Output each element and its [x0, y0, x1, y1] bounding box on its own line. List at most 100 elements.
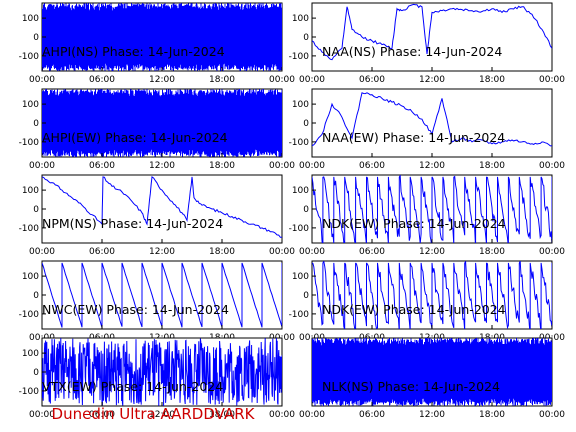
- y-tick-label: 0: [303, 33, 309, 43]
- y-tick-label: 0: [33, 205, 39, 215]
- y-tick-label: 0: [33, 368, 39, 378]
- x-tick-label: 06:00: [359, 410, 385, 420]
- y-tick-label: 100: [292, 100, 309, 110]
- panel-title: NLK(NS) Phase: 14-Jun-2024: [322, 379, 500, 394]
- x-tick-label: 00:00: [299, 161, 325, 171]
- phase-panel: 100 0 -100 00:00 06:00 12:00 18:00 00:00 AHPI(NS…: [19, 2, 295, 85]
- x-tick-label: 12:00: [149, 75, 175, 85]
- y-tick-label: -100: [19, 310, 40, 320]
- phase-panel: 100 0 -100 00:00 06:00 12:00 18:00 00:00 NAA(EW)…: [289, 88, 565, 171]
- x-tick-label: 00:00: [299, 410, 325, 420]
- y-tick-label: 100: [292, 186, 309, 196]
- y-tick-label: 0: [33, 291, 39, 301]
- x-tick-label: 00:00: [269, 161, 295, 171]
- panel-title: NPM(NS) Phase: 14-Jun-2024: [42, 216, 223, 231]
- y-tick-label: -100: [289, 138, 310, 148]
- panel-grid: 100 0 -100 00:00 06:00 12:00 18:00 00:00 AHPI(NS…: [19, 2, 565, 420]
- y-tick-label: 100: [22, 100, 39, 110]
- plot-frame: [311, 88, 553, 158]
- x-tick-label: 06:00: [89, 247, 115, 257]
- x-tick-label: 00:00: [539, 247, 565, 257]
- x-tick-label: 18:00: [209, 247, 235, 257]
- phase-trace: [312, 3, 552, 61]
- panel-title: NAA(EW) Phase: 14-Jun-2024: [322, 130, 505, 145]
- x-tick-label: 18:00: [209, 410, 235, 420]
- x-tick-label: 12:00: [149, 161, 175, 171]
- x-tick-label: 00:00: [269, 75, 295, 85]
- x-tick-label: 00:00: [269, 410, 295, 420]
- phase-trace: [42, 338, 282, 406]
- x-tick-label: 06:00: [359, 75, 385, 85]
- x-tick-label: 00:00: [29, 410, 55, 420]
- x-tick-label: 00:00: [539, 75, 565, 85]
- phase-panel: 00:00 06:00 12:00 18:00 00:00 NLK(NS) Phase: …: [299, 337, 565, 420]
- y-tick-label: -100: [289, 224, 310, 234]
- y-tick-label: -100: [19, 224, 40, 234]
- panel-title: NAA(NS) Phase: 14-Jun-2024: [322, 44, 502, 59]
- x-tick-label: 06:00: [89, 161, 115, 171]
- x-tick-label: 18:00: [479, 247, 505, 257]
- x-tick-label: 18:00: [479, 75, 505, 85]
- panel-title: AHPI(NS) Phase: 14-Jun-2024: [42, 44, 225, 59]
- phase-panel: 1000-10000:0006:0012:0018:0000:00NDK(EW)…: [289, 260, 565, 343]
- footer-label: Dunedin Ultra AARDDVARK: [52, 405, 256, 423]
- y-tick-label: -100: [289, 52, 310, 62]
- x-tick-label: 18:00: [479, 410, 505, 420]
- y-tick-label: 100: [292, 14, 309, 24]
- panel-title: AHPI(EW) Phase: 14-Jun-2024: [42, 130, 228, 145]
- x-tick-label: 06:00: [89, 410, 115, 420]
- phase-panel: 1000-10000:0006:0012:0018:0000:00NWC(EW)…: [19, 260, 295, 343]
- phase-panel: 100 0 -100 00:00 06:00 12:00 18:00 00:00 NDK(EW)…: [289, 174, 565, 257]
- y-tick-label: 100: [22, 14, 39, 24]
- x-tick-label: 00:00: [29, 161, 55, 171]
- x-tick-label: 18:00: [479, 161, 505, 171]
- x-tick-label: 18:00: [209, 161, 235, 171]
- x-tick-label: 06:00: [89, 75, 115, 85]
- y-tick-label: 0: [33, 33, 39, 43]
- y-tick-label: 0: [33, 119, 39, 129]
- y-tick-label: 0: [303, 119, 309, 129]
- x-tick-label: 00:00: [299, 247, 325, 257]
- phase-trace: [42, 3, 282, 71]
- x-tick-label: 12:00: [419, 410, 445, 420]
- phase-panel: 100 0 -100 00:00 06:00 12:00 18:00 00:00 NPM(NS)…: [19, 174, 295, 257]
- phase-trace: [42, 262, 282, 328]
- x-tick-label: 12:00: [419, 75, 445, 85]
- y-tick-label: 100: [22, 272, 39, 282]
- x-tick-label: 00:00: [29, 75, 55, 85]
- plot-frame: [41, 174, 283, 244]
- y-tick-label: 0: [303, 291, 309, 301]
- x-tick-label: 00:00: [299, 75, 325, 85]
- y-tick-label: 100: [22, 186, 39, 196]
- y-tick-label: -100: [19, 138, 40, 148]
- panel-title: VTX(EW) Phase: 14-Jun-2024: [42, 379, 223, 394]
- x-tick-label: 00:00: [29, 247, 55, 257]
- panel-title: NWC(EW) Phase: 14-Jun-2024: [42, 302, 229, 317]
- phase-panel: 100 0 -100 00:00 06:00 12:00 18:00 00:00 VTX(EW)…: [19, 337, 295, 420]
- panel-title: NDK(EW) Phase: 14-Jun-2024: [322, 216, 506, 231]
- x-tick-label: 12:00: [149, 410, 175, 420]
- phase-trace: [312, 175, 552, 243]
- phase-trace: [42, 176, 282, 238]
- phase-panel: 100 0 -100 00:00 06:00 12:00 18:00 00:00 AHPI(EW…: [19, 88, 295, 171]
- x-tick-label: 12:00: [149, 247, 175, 257]
- y-tick-label: -100: [289, 310, 310, 320]
- y-tick-label: 100: [22, 349, 39, 359]
- y-tick-label: -100: [19, 387, 40, 397]
- x-tick-label: 18:00: [209, 75, 235, 85]
- x-tick-label: 00:00: [539, 161, 565, 171]
- x-tick-label: 06:00: [359, 247, 385, 257]
- phase-trace: [42, 89, 282, 157]
- y-tick-label: -100: [19, 52, 40, 62]
- phase-trace: [312, 92, 552, 147]
- x-tick-label: 00:00: [539, 410, 565, 420]
- y-tick-label: 0: [303, 205, 309, 215]
- phase-trace: [312, 261, 552, 329]
- phase-panel: 100 0 -100 00:00 06:00 12:00 18:00 00:00 NAA(NS)…: [289, 2, 565, 85]
- y-tick-label: 100: [292, 272, 309, 282]
- x-tick-label: 06:00: [359, 161, 385, 171]
- x-tick-label: 12:00: [419, 161, 445, 171]
- x-tick-label: 12:00: [419, 247, 445, 257]
- x-tick-label: 00:00: [269, 247, 295, 257]
